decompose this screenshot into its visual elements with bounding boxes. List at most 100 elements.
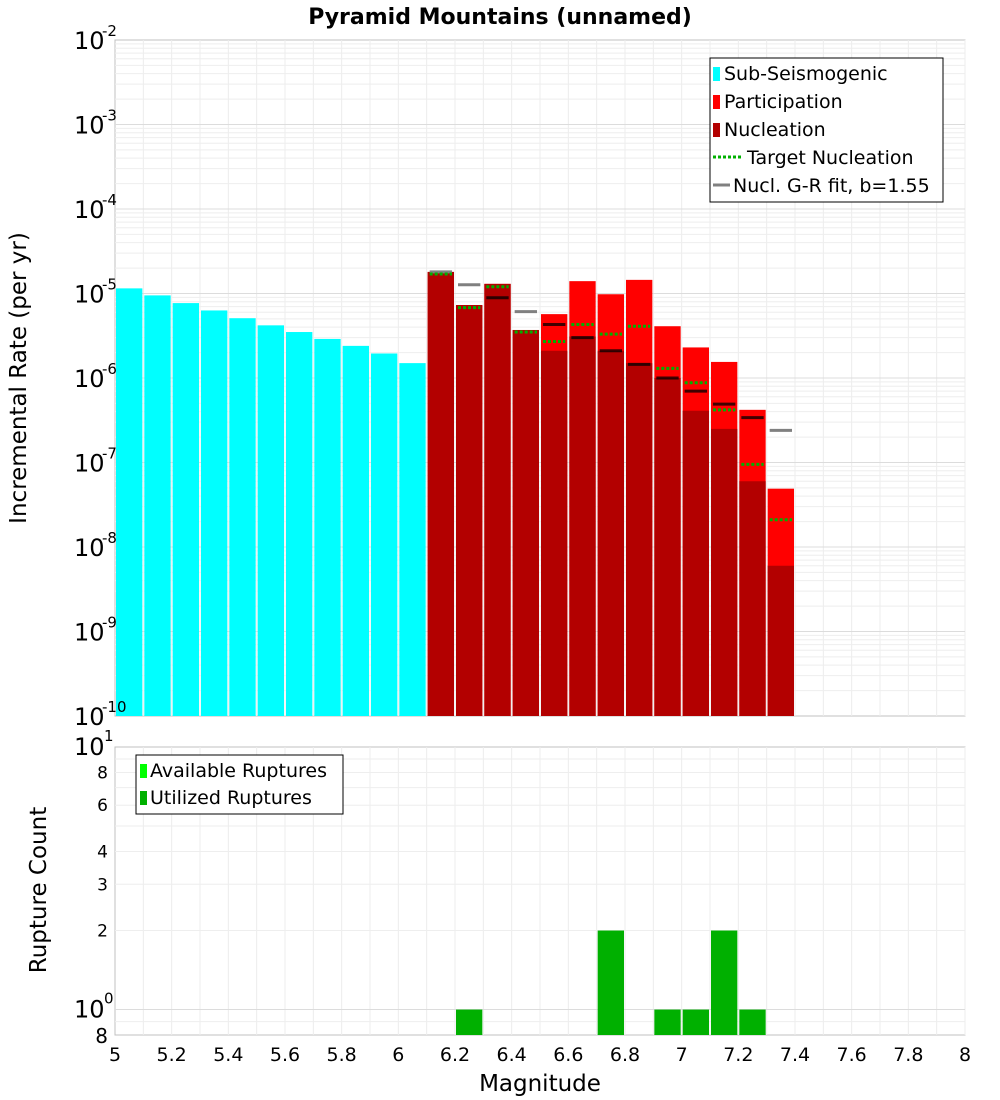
- sub-seismogenic-bar: [399, 363, 426, 716]
- nucleation-bar: [427, 271, 454, 716]
- count-y-tick-label: 6: [97, 796, 108, 816]
- count-y-tick-label: 3: [97, 875, 108, 895]
- nucleation-bar: [512, 329, 539, 716]
- x-tick-label: 6.2: [440, 1044, 470, 1066]
- x-tick-label: 6: [392, 1044, 404, 1066]
- legend-label-sub-seismogenic: Sub-Seismogenic: [724, 63, 888, 85]
- rate-y-tick-label: 10: [74, 619, 105, 647]
- rate-y-tick-label: 10: [74, 703, 105, 731]
- legend-swatch-participation: [713, 95, 720, 109]
- rate-y-tick-exponent: -2: [102, 22, 117, 40]
- rate-bars: [116, 271, 794, 716]
- sub-seismogenic-bar: [371, 353, 398, 716]
- legend-label-utilized-ruptures: Utilized Ruptures: [150, 787, 312, 809]
- sub-seismogenic-bar: [116, 288, 143, 716]
- rate-y-tick-label: 10: [74, 450, 105, 478]
- legend-swatch-utilized-ruptures: [140, 791, 147, 805]
- count-y-tick-label: 8: [95, 1024, 108, 1048]
- rate-y-tick-exponent: -7: [102, 445, 117, 463]
- rate-grid: [115, 40, 966, 716]
- count-y-tick-label: 2: [97, 922, 108, 942]
- rate-y-tick-label: 10: [74, 112, 105, 140]
- x-tick-label: 5.6: [270, 1044, 300, 1066]
- count-y-tick-major: 10: [74, 996, 105, 1024]
- nucleation-bar: [456, 305, 483, 716]
- sub-seismogenic-bar: [144, 295, 171, 716]
- rate-y-tick-exponent: -6: [102, 360, 117, 378]
- nucleation-bar: [711, 428, 738, 716]
- utilized-ruptures-bar: [682, 1009, 709, 1035]
- rate-fit-lines: [429, 270, 792, 522]
- nucleation-bar: [484, 283, 511, 716]
- count-y-tick-label: 8: [97, 763, 108, 783]
- nucleation-bar: [541, 350, 568, 716]
- rate-y-tick-label: 10: [74, 534, 105, 562]
- rate-y-tick-exponent: -3: [102, 107, 117, 125]
- x-tick-label: 8: [959, 1044, 971, 1066]
- sub-seismogenic-bar: [257, 325, 284, 716]
- sub-seismogenic-bar: [314, 338, 341, 716]
- rate-y-tick-label: 10: [74, 196, 105, 224]
- rate-y-tick-exponent: -4: [102, 191, 117, 209]
- x-tick-label: 5: [109, 1044, 121, 1066]
- nucleation-bar: [626, 363, 653, 716]
- x-tick-label: 6.4: [497, 1044, 527, 1066]
- x-ticks: 5 5.2 5.4 5.6 5.8 6 6.2 6.4 6.6 6.8 7 7.2 7.4 7.6 7.8 8: [109, 1044, 971, 1066]
- rate-y-axis-label: Incremental Rate (per yr): [6, 232, 32, 524]
- legend-swatch-nucleation: [713, 123, 720, 137]
- rate-y-tick-exponent: -9: [102, 614, 117, 632]
- sub-seismogenic-bar: [286, 332, 313, 716]
- rate-y-tick-label: 10: [74, 365, 105, 393]
- legend-label-available-ruptures: Available Ruptures: [150, 760, 327, 782]
- sub-seismogenic-bar: [229, 318, 256, 716]
- count-y-axis-label: Rupture Count: [26, 807, 52, 973]
- legend-label-nucleation: Nucleation: [724, 119, 826, 141]
- nucleation-bar: [739, 481, 766, 716]
- count-y-tick-exponent: 1: [104, 727, 114, 745]
- rate-y-tick-label: 10: [74, 281, 105, 309]
- x-tick-label: 6.8: [610, 1044, 640, 1066]
- utilized-ruptures-bar: [711, 930, 738, 1035]
- nucleation-bar: [569, 336, 596, 716]
- count-legend-box: [135, 754, 344, 815]
- x-tick-label: 7.6: [837, 1044, 867, 1066]
- x-tick-label: 6.6: [553, 1044, 583, 1066]
- rate-legend-box: [709, 57, 944, 203]
- count-y-tick-major: 10: [74, 733, 105, 761]
- x-tick-label: 5.8: [327, 1044, 357, 1066]
- legend-swatch-available-ruptures: [140, 764, 147, 778]
- utilized-ruptures-bar: [654, 1009, 681, 1035]
- utilized-ruptures-bar: [739, 1009, 766, 1035]
- sub-seismogenic-bar: [342, 345, 369, 716]
- count-y-tick-exponent: 0: [104, 990, 114, 1008]
- x-tick-label: 5.2: [157, 1044, 187, 1066]
- nucleation-bar: [654, 378, 681, 716]
- rate-y-tick-exponent: -8: [102, 529, 117, 547]
- nucleation-bar: [767, 565, 794, 716]
- legend-label-gr-fit: Nucl. G-R fit, b=1.55: [733, 175, 930, 197]
- sub-seismogenic-bar: [201, 310, 228, 716]
- x-axis-label: Magnitude: [479, 1071, 601, 1097]
- x-tick-label: 7.8: [893, 1044, 923, 1066]
- chart-title: Pyramid Mountains (unnamed): [308, 5, 692, 30]
- nucleation-bar: [597, 350, 624, 716]
- nucleation-bar: [682, 410, 709, 716]
- x-tick-label: 7: [676, 1044, 688, 1066]
- x-tick-label: 7.2: [723, 1044, 753, 1066]
- rate-y-tick-exponent: -10: [102, 698, 127, 716]
- legend-swatch-sub-seismogenic: [713, 67, 720, 81]
- rate-y-tick-label: 10: [74, 27, 105, 55]
- count-bars: [456, 930, 766, 1035]
- x-tick-label: 5.4: [213, 1044, 243, 1066]
- utilized-ruptures-bar: [456, 1009, 483, 1035]
- rate-legend: Sub-Seismogenic Participation Nucleation…: [709, 57, 944, 203]
- count-y-tick-label: 4: [97, 842, 108, 862]
- rate-y-tick-exponent: -5: [102, 276, 117, 294]
- utilized-ruptures-bar: [597, 930, 624, 1035]
- legend-label-participation: Participation: [724, 91, 843, 113]
